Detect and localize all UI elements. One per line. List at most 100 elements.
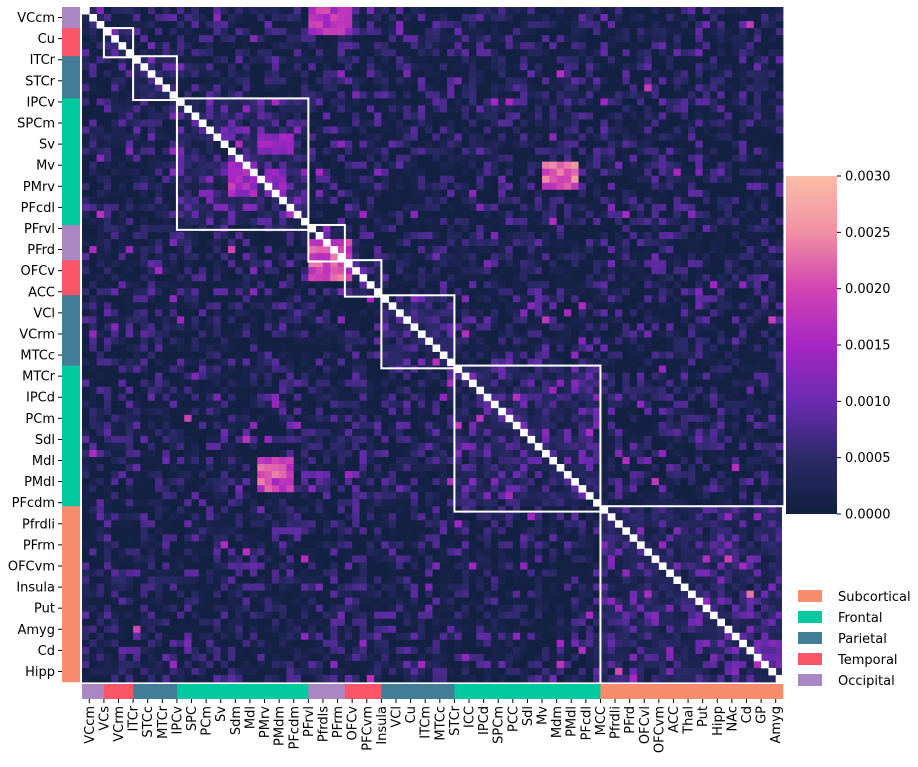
heatmap-cell [111, 246, 119, 254]
heatmap-cell [198, 337, 207, 345]
heatmap-cell [556, 217, 565, 226]
heatmap-cell [118, 372, 127, 381]
heatmap-cell [585, 203, 594, 212]
heatmap-cell [549, 217, 558, 226]
heatmap-cell [308, 182, 317, 191]
heatmap-cell [768, 112, 777, 120]
heatmap-cell [476, 365, 485, 374]
heatmap-cell [534, 77, 543, 85]
heatmap-cell [322, 49, 331, 57]
heatmap-cell [680, 140, 689, 149]
heatmap-cell [680, 21, 689, 29]
heatmap-cell [271, 147, 280, 156]
heatmap-cell [352, 126, 360, 134]
heatmap-cell [403, 91, 411, 99]
heatmap-cell [680, 161, 689, 170]
heatmap-cell [359, 281, 368, 289]
heatmap-cell [505, 274, 514, 282]
heatmap-cell [563, 175, 572, 184]
heatmap-cell [644, 63, 652, 71]
heatmap-cell [82, 330, 90, 338]
heatmap-cell [578, 98, 587, 106]
heatmap-cell [607, 63, 616, 71]
heatmap-cell [432, 154, 441, 163]
heatmap-cell [534, 274, 543, 282]
heatmap-cell [644, 246, 652, 254]
heatmap-cell [563, 154, 572, 163]
heatmap-cell [527, 98, 536, 106]
heatmap-cell [688, 203, 696, 212]
heatmap-cell [147, 84, 156, 92]
heatmap-cell [198, 246, 207, 254]
heatmap-cell [118, 217, 127, 226]
heatmap-cell [133, 288, 141, 296]
heatmap-cell [330, 365, 338, 374]
heatmap-cell [651, 365, 660, 374]
heatmap-cell [191, 330, 200, 338]
heatmap-cell [622, 295, 631, 303]
heatmap-cell [89, 154, 97, 163]
heatmap-cell [410, 161, 419, 170]
heatmap-cell [439, 105, 448, 113]
heatmap-cell [607, 140, 616, 149]
heatmap-cell [469, 161, 477, 170]
heatmap-cell [388, 35, 397, 43]
heatmap-cell [381, 105, 390, 113]
heatmap-cell [695, 175, 704, 184]
heatmap-cell [103, 196, 112, 205]
heatmap-cell [600, 295, 609, 303]
heatmap-cell [162, 175, 171, 184]
heatmap-cell [680, 203, 689, 212]
heatmap-cell [461, 295, 470, 303]
heatmap-cell [454, 182, 463, 191]
heatmap-cell [461, 330, 470, 338]
heatmap-cell [717, 344, 725, 352]
heatmap-cell [242, 224, 251, 233]
heatmap-cell [593, 365, 601, 374]
heatmap-cell [125, 337, 134, 345]
heatmap-cell [498, 14, 506, 22]
heatmap-cell [585, 56, 594, 64]
heatmap-cell [461, 344, 470, 352]
heatmap-cell [235, 365, 244, 374]
heatmap-cell [176, 246, 185, 254]
heatmap-cell [417, 49, 426, 57]
heatmap-cell [403, 63, 411, 71]
heatmap-cell [768, 239, 777, 247]
heatmap-cell [359, 267, 368, 275]
heatmap-cell [680, 168, 689, 177]
heatmap-cell [388, 288, 397, 296]
heatmap-cell [89, 203, 97, 212]
heatmap-cell [286, 351, 295, 359]
heatmap-cell [746, 189, 755, 198]
heatmap-cell [315, 246, 324, 254]
heatmap-cell [242, 274, 251, 282]
heatmap-cell [395, 154, 404, 163]
heatmap-cell [279, 344, 287, 352]
heatmap-cell [388, 253, 397, 261]
heatmap-cell [651, 196, 660, 205]
heatmap-cell [629, 112, 638, 120]
heatmap-cell [417, 232, 426, 240]
heatmap-cell [651, 28, 660, 36]
heatmap-cell [753, 168, 762, 177]
heatmap-cell [344, 337, 353, 345]
heatmap-cell [483, 358, 492, 366]
heatmap-cell [651, 288, 660, 296]
heatmap-cell [264, 309, 273, 317]
heatmap-cell [666, 189, 674, 198]
heatmap-cell [315, 105, 324, 113]
heatmap-cell [542, 140, 550, 149]
heatmap-cell [308, 316, 317, 324]
heatmap-cell [359, 161, 368, 170]
heatmap-cell [607, 365, 616, 374]
heatmap-cell [666, 63, 674, 71]
heatmap-cell [235, 7, 244, 15]
heatmap-cell [308, 330, 317, 338]
heatmap-cell [688, 35, 696, 43]
heatmap-cell [731, 189, 740, 198]
heatmap-cell [374, 7, 382, 15]
heatmap-cell [111, 365, 119, 374]
heatmap-cell [184, 7, 192, 15]
heatmap-cell [286, 267, 295, 275]
